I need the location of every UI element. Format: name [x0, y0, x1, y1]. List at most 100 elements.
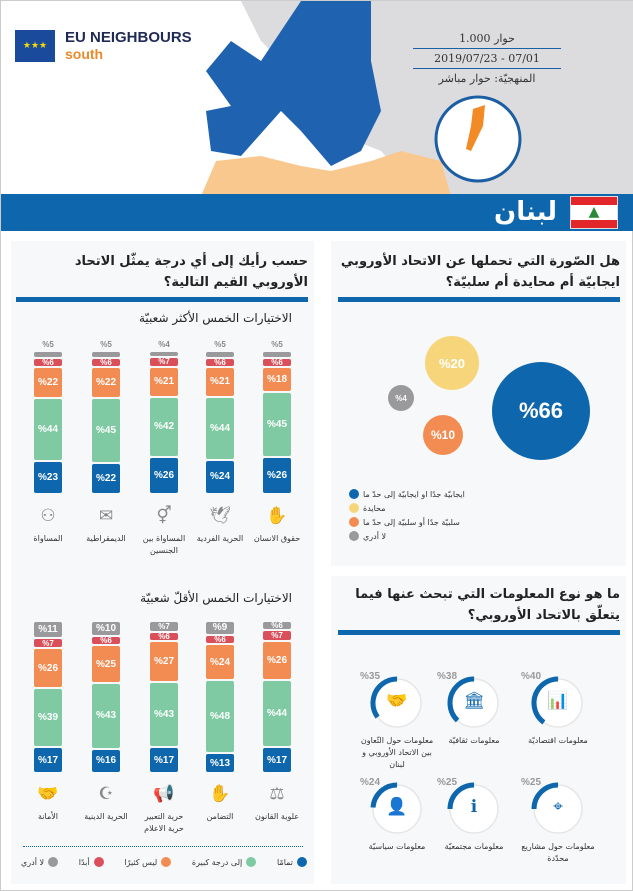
person-icon: 👤 [386, 797, 408, 817]
gauge-percent: %38 [437, 671, 458, 682]
legend-label: ليس كثيرًا [124, 857, 158, 867]
bubble-legend-item: سلبيّة جدًا أو سلبيّة إلى حدّ ما [349, 517, 465, 527]
gauge-percent: %24 [360, 777, 381, 788]
category-label: الديمقراطية [86, 534, 126, 543]
legend-divider [23, 846, 303, 847]
info-icon: ℹ [470, 797, 478, 817]
legend-swatch [246, 857, 257, 867]
bar-segment-ليس كثيرًا: %18 [263, 367, 291, 392]
brand-subtitle: south [65, 46, 104, 62]
religion-icon: ☪ [98, 784, 114, 804]
bar-segment-لا أدري [92, 352, 120, 358]
category-label: التضامن [206, 812, 234, 821]
bar-segment-تمامًا: %17 [263, 748, 291, 772]
gauge-label: معلومات سياسيّة [368, 842, 426, 851]
megaphone-icon: 📢 [153, 784, 175, 804]
bar-top-label: %5 [214, 340, 226, 349]
bar-segment-إلى درجة كبيرة: %43 [92, 684, 120, 748]
bubble-legend-item: محايدة [349, 503, 465, 513]
bar-segment-أبدًا: %7 [34, 639, 62, 648]
bar-segment-أبدًا: %7 [150, 357, 178, 366]
bar-segment-لا أدري [34, 352, 62, 358]
raised-hands-icon: ✋ [266, 506, 288, 526]
gauge-label: معلومات ثقافيّة [448, 736, 500, 745]
legend-swatch [349, 489, 359, 499]
country-name: لبنان [494, 197, 557, 227]
bar-segment-أبدًا: %6 [150, 632, 178, 641]
bar-segment-إلى درجة كبيرة: %44 [263, 681, 291, 747]
legend-label: لا أدري [363, 531, 387, 541]
bar-segment-تمامًا: %13 [206, 754, 234, 772]
category-label: المساواة بين الجنسين [142, 534, 186, 555]
bar-top-label: %5 [42, 340, 54, 349]
bar-segment-لا أدري: %7 [150, 622, 178, 631]
bar-segment-إلى درجة كبيرة: %42 [150, 397, 178, 456]
bar-segment-ليس كثيرًا: %22 [34, 367, 62, 398]
image-question-title: هل الصّورة التي تحملها عن الاتحاد الأورو… [338, 251, 620, 302]
top-subtitle: الاختيارات الخمس الأكثر شعبيّة [139, 311, 292, 325]
lebanon-flag-icon: ▲ [570, 196, 618, 229]
bottom-subtitle: الاختيارات الخمس الأقلّ شعبيّة [140, 591, 292, 605]
bubble-legend-item: ايجابيّة جدًا او ايجابيّة إلى حدّ ما [349, 489, 465, 499]
interview-count: 1.000 حوار [413, 29, 561, 49]
bar-segment-تمامًا: %17 [150, 748, 178, 772]
country-banner [1, 194, 633, 231]
bar-segment-لا أدري: %9 [206, 622, 234, 634]
handshake-icon: 🤝 [386, 691, 408, 711]
radial-gauge [367, 673, 427, 733]
bubble-legend-item: لا أدري [349, 531, 465, 541]
info-question-title: ما هو نوع المعلومات التي تبحث عنها فيما … [338, 584, 620, 635]
legend-label: محايدة [363, 503, 386, 513]
bar-top-label: %4 [158, 340, 170, 349]
bar-segment-ليس كثيرًا: %26 [34, 649, 62, 687]
people-equal-icon: ⚇ [40, 506, 56, 526]
bar-segment-تمامًا: %22 [92, 463, 120, 493]
image-legend: ايجابيّة جدًا او ايجابيّة إلى حدّ ما محاي… [349, 489, 465, 541]
legend-item: ليس كثيرًا [124, 857, 172, 867]
legend-label: تمامًا [276, 857, 293, 867]
hands-icon: ✋ [209, 784, 231, 804]
legend-swatch [349, 503, 359, 513]
bar-segment-لا أدري [150, 352, 178, 356]
legend-item: أبدًا [79, 857, 104, 867]
gauge-percent: %40 [521, 671, 542, 682]
bubble: %4 [388, 385, 414, 411]
bar-segment-ليس كثيرًا: %26 [263, 641, 291, 680]
gauge-label: معلومات مجتمعيّة [444, 842, 504, 851]
bar-segment-إلى درجة كبيرة: %43 [150, 682, 178, 747]
gauge-percent: %35 [360, 671, 381, 682]
brand-title: EU NEIGHBOURS [65, 29, 192, 46]
category-label: حقوق الانسان [253, 534, 301, 543]
bar-segment-ليس كثيرًا: %21 [150, 367, 178, 396]
bar-segment-تمامًا: %26 [263, 457, 291, 493]
category-label: الحرية الدينية [84, 812, 128, 821]
bar-segment-تمامًا: %23 [34, 462, 62, 493]
bar-segment-تمامًا: %16 [92, 749, 120, 772]
survey-dates: 2019/07/23 - 07/01 [413, 49, 561, 69]
bar-chart-icon: 📊 [547, 691, 569, 711]
bar-segment-ليس كثيرًا: %27 [150, 641, 178, 681]
survey-meta: 1.000 حوار 2019/07/23 - 07/01 المنهجيّة:… [413, 29, 561, 88]
handshake-icon: 🤝 [37, 784, 59, 804]
dove-icon: 🕊 [209, 506, 231, 526]
bar-segment-أبدًا: %6 [92, 636, 120, 645]
bar-segment-لا أدري [263, 352, 291, 358]
legend-label: سلبيّة جدًا أو سلبيّة إلى حدّ ما [363, 517, 460, 527]
museum-icon: 🏛 [463, 691, 485, 711]
legend-item: تمامًا [277, 857, 307, 867]
ballot-box-icon: ✉ [98, 506, 114, 526]
bar-top-label: %5 [100, 340, 112, 349]
category-label: الحرية الفردية [196, 534, 244, 543]
category-label: علوية القانون [255, 812, 299, 821]
values-question-title: حسب رأيك إلى أي درجة يمثّل الاتحاد الأور… [16, 251, 308, 302]
bar-segment-إلى درجة كبيرة: %45 [92, 399, 120, 462]
radial-gauge [444, 673, 504, 733]
bubble: %66 [492, 362, 590, 460]
legend-item: لا أدري [21, 857, 59, 867]
bar-segment-تمامًا: %17 [34, 748, 62, 772]
values-panel [11, 241, 314, 884]
bar-segment-إلى درجة كبيرة: %44 [206, 397, 234, 459]
bar-segment-أبدًا: %6 [92, 358, 120, 367]
eu-flag-icon: ★★★ [15, 29, 55, 62]
bar-segment-إلى درجة كبيرة: %44 [34, 399, 62, 461]
